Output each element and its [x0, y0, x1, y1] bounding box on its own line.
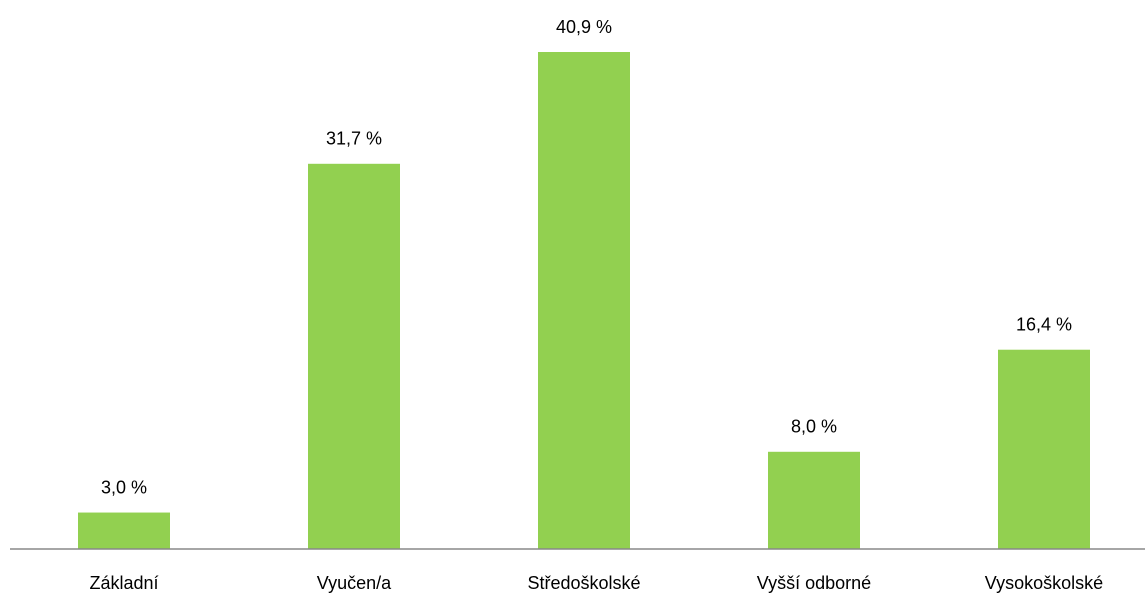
x-tick-label: Vysokoškolské	[985, 573, 1103, 593]
data-label: 16,4 %	[1016, 314, 1072, 334]
x-tick-label: Středoškolské	[527, 573, 640, 593]
data-label: 31,7 %	[326, 129, 382, 149]
data-label: 8,0 %	[791, 417, 837, 437]
bar	[538, 52, 630, 549]
data-label: 3,0 %	[101, 477, 147, 497]
x-tick-label: Základní	[89, 573, 158, 593]
x-tick-label: Vyučen/a	[317, 573, 392, 593]
bar	[768, 451, 860, 549]
bar	[78, 512, 170, 549]
bar	[308, 163, 400, 549]
x-tick-label: Vyšší odborné	[757, 573, 871, 593]
bar	[998, 349, 1090, 549]
data-label: 40,9 %	[556, 17, 612, 37]
